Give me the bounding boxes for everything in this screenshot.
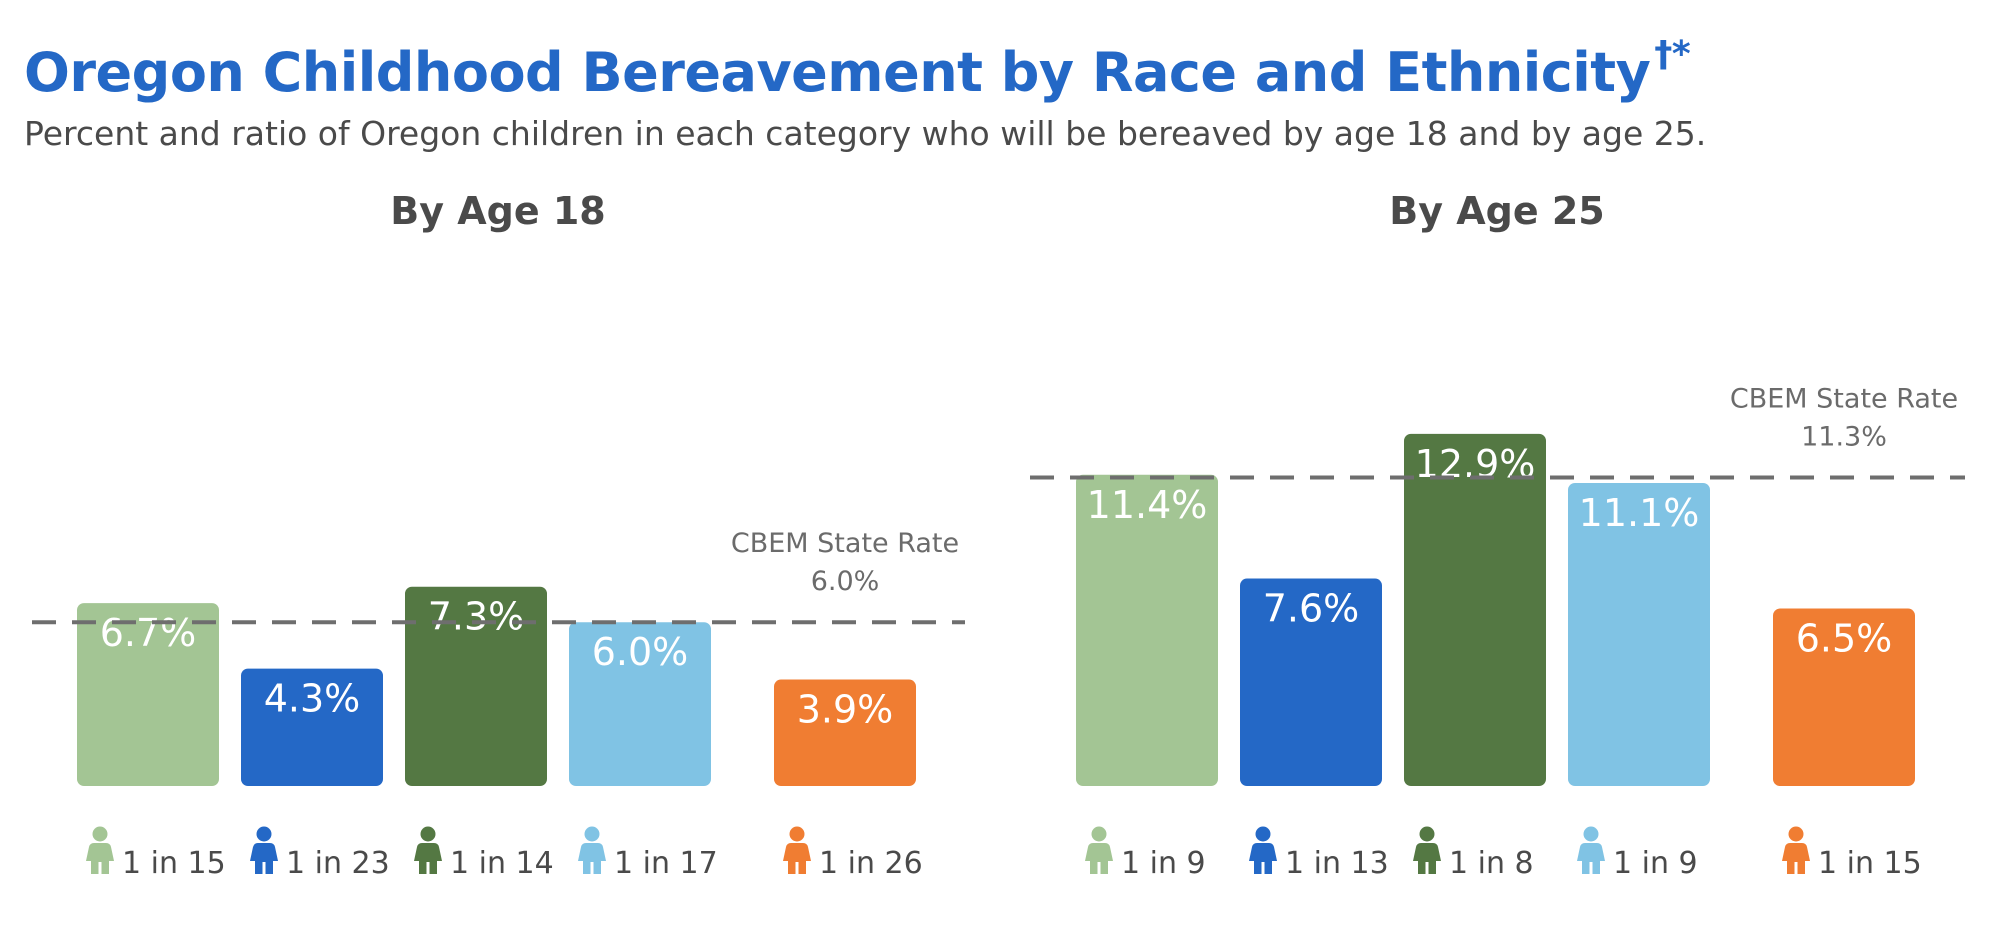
- bar: [569, 622, 711, 786]
- reference-line-value: 6.0%: [811, 566, 880, 597]
- bar-value-label: 7.3%: [428, 595, 525, 639]
- person-icon-head: [92, 826, 108, 842]
- bar: [1076, 474, 1218, 786]
- person-icon: [1085, 826, 1113, 874]
- person-icon-body: [414, 843, 442, 874]
- person-icon-head: [1788, 826, 1804, 842]
- bar: [1568, 482, 1710, 786]
- bar: [77, 603, 219, 786]
- bar-value-label: 7.6%: [1263, 587, 1360, 631]
- person-icon-body: [1085, 843, 1113, 874]
- ratio-label: 1 in 9: [1121, 846, 1206, 881]
- person-icon: [86, 826, 114, 874]
- bar-value-label: 3.9%: [797, 688, 894, 732]
- person-icon-head: [1419, 826, 1435, 842]
- person-icon-head: [584, 826, 600, 842]
- person-icon-body: [578, 843, 606, 874]
- chart-title-text: Oregon Childhood Bereavement by Race and…: [24, 41, 1651, 104]
- ratio-label: 1 in 13: [1285, 846, 1389, 881]
- person-icon: [1782, 826, 1810, 874]
- person-icon: [250, 826, 278, 874]
- bar-value-label: 11.4%: [1087, 483, 1208, 527]
- person-icon-head: [1255, 826, 1271, 842]
- person-icon: [1249, 826, 1277, 874]
- person-icon: [578, 826, 606, 874]
- person-icon: [414, 826, 442, 874]
- bar-value-label: 6.0%: [592, 630, 689, 674]
- reference-line-label: CBEM State Rate: [731, 528, 959, 559]
- chart-title: Oregon Childhood Bereavement by Race and…: [24, 34, 1691, 104]
- person-icon-body: [1249, 843, 1277, 874]
- person-icon-head: [1583, 826, 1599, 842]
- person-icon-head: [256, 826, 272, 842]
- person-icon: [783, 826, 811, 874]
- bar: [1404, 433, 1546, 786]
- bar-value-label: 6.5%: [1796, 617, 1893, 661]
- ratio-label: 1 in 15: [1818, 846, 1922, 881]
- ratio-label: 1 in 15: [122, 846, 226, 881]
- ratio-label: 1 in 17: [614, 846, 718, 881]
- person-icon-body: [783, 843, 811, 874]
- person-icon-body: [250, 843, 278, 874]
- bar: [405, 586, 547, 786]
- person-icon: [1413, 826, 1441, 874]
- person-icon-body: [1577, 843, 1605, 874]
- ratio-label: 1 in 9: [1613, 846, 1698, 881]
- person-icon: [1577, 826, 1605, 874]
- bar-value-label: 11.1%: [1579, 491, 1700, 535]
- person-icon-head: [420, 826, 436, 842]
- person-icon-body: [86, 843, 114, 874]
- ratio-label: 1 in 23: [286, 846, 390, 881]
- reference-line-value: 11.3%: [1801, 422, 1887, 453]
- bar-value-label: 6.7%: [100, 611, 197, 655]
- panel-title: By Age 25: [1389, 189, 1604, 233]
- reference-line-label: CBEM State Rate: [1730, 384, 1958, 415]
- bar-value-label: 4.3%: [264, 677, 361, 721]
- panel-title: By Age 18: [390, 189, 605, 233]
- ratio-label: 1 in 26: [819, 846, 923, 881]
- bar: [1240, 578, 1382, 786]
- ratio-label: 1 in 14: [450, 846, 554, 881]
- person-icon-body: [1413, 843, 1441, 874]
- ratio-label: 1 in 8: [1449, 846, 1534, 881]
- bar: [241, 668, 383, 786]
- bar: [774, 679, 916, 786]
- panel-by-age-18: By Age 18 6.7% 4.3% 7.3% 6.0% 3.9% CBEM State …: [32, 189, 965, 881]
- bar: [1773, 608, 1915, 786]
- person-icon-body: [1782, 843, 1810, 874]
- title-footnote-marks: †*: [1654, 34, 1691, 75]
- person-icon-head: [789, 826, 805, 842]
- person-icon-head: [1091, 826, 1107, 842]
- chart-subtitle: Percent and ratio of Oregon children in …: [24, 114, 1707, 153]
